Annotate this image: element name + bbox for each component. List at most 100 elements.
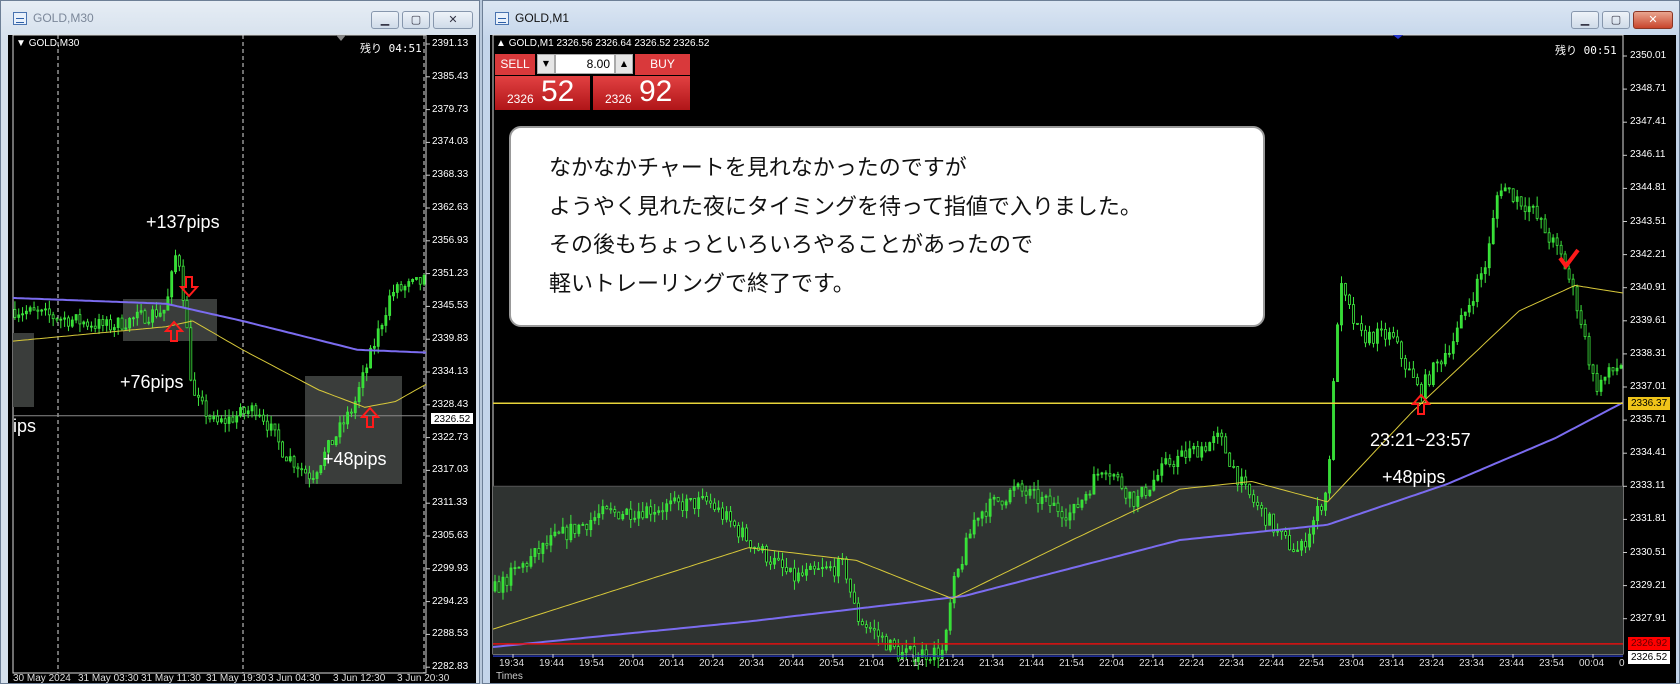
candle-body [1439, 361, 1443, 365]
chart-window-gold-m30[interactable]: GOLD,M30 ▁ ▢ ✕ [0, 0, 480, 684]
x-tick-label: 20:14 [659, 658, 685, 669]
candle-body [1004, 501, 1008, 506]
x-tick-label: 20:54 [819, 658, 845, 669]
candle-body [51, 314, 55, 320]
bar-remaining-time: 残り 00:51 [1555, 44, 1617, 57]
candle-body [649, 506, 653, 515]
minimize-button[interactable]: ▁ [371, 11, 399, 29]
candle-body [132, 317, 135, 320]
candle-body [868, 626, 872, 629]
candle-body [844, 558, 848, 580]
candle-body [193, 379, 197, 396]
candle-body [216, 415, 219, 423]
candle-body [24, 310, 28, 315]
candle-body [155, 309, 158, 317]
candle-body [1176, 455, 1180, 468]
moving-average-slow [12, 296, 427, 354]
candle-body [1463, 311, 1467, 316]
candle-body [78, 314, 82, 325]
candle-body [1160, 463, 1164, 476]
y-tick-label: 2362.63 [432, 202, 469, 213]
time-axis-caption: Times [496, 671, 523, 682]
lot-increase-button[interactable]: ▲ [615, 54, 633, 74]
x-tick-label: 21:34 [979, 658, 1005, 669]
x-tick-label: 21:14 [899, 658, 925, 669]
candle-body [21, 313, 24, 316]
close-button[interactable]: ✕ [1633, 11, 1673, 29]
moving-average-fast [492, 284, 1624, 630]
candle-body [944, 629, 948, 651]
candle-body [948, 602, 952, 631]
x-tick-label: 30 May 2024 [13, 673, 71, 684]
lot-size-input[interactable] [555, 54, 615, 74]
candle-body [493, 581, 497, 592]
candle-body [327, 440, 330, 453]
y-tick-label: 2322.73 [432, 431, 469, 443]
x-tick-label: 20:44 [779, 658, 805, 669]
candle-body [992, 496, 996, 500]
candle-body [304, 468, 307, 474]
candle-body [1144, 486, 1148, 496]
candle-body [1471, 301, 1475, 306]
y-tick-label: 2334.13 [432, 366, 469, 377]
note-line: 軽いトレーリングで終了です。 [549, 271, 855, 297]
pips-annotation: ips [13, 416, 37, 436]
candle-body [1491, 217, 1495, 245]
candle-body [13, 309, 17, 318]
close-button[interactable]: ✕ [433, 11, 473, 29]
candle-body [170, 271, 174, 298]
candle-body [135, 311, 139, 319]
candle-body [1252, 494, 1256, 503]
candle-body [361, 372, 365, 388]
candle-body [721, 507, 724, 520]
sell-price-button[interactable]: 2326 52 [495, 75, 590, 110]
candle-body [677, 497, 681, 503]
candle-body [273, 423, 277, 431]
candle-body [1232, 466, 1236, 468]
candle-body [151, 309, 154, 323]
candle-body [805, 569, 808, 576]
title-bar[interactable]: GOLD,M1 ▁ ▢ ✕ [483, 1, 1679, 35]
candle-body [876, 629, 880, 637]
candle-body [1519, 196, 1523, 207]
title-bar[interactable]: GOLD,M30 ▁ ▢ ✕ [1, 1, 479, 35]
candle-body [1044, 495, 1048, 498]
y-tick-label: 2337.01 [1630, 381, 1667, 392]
candle-body [940, 649, 944, 659]
candle-body [1292, 549, 1295, 552]
chart-window-icon [13, 12, 27, 25]
y-tick-label: 2294.23 [432, 595, 469, 607]
maximize-button[interactable]: ▢ [1602, 11, 1630, 29]
y-tick-label: 2311.33 [432, 497, 468, 509]
y-tick-label: 2305.63 [432, 530, 469, 541]
candle-body [777, 557, 780, 561]
candle-body [984, 511, 988, 517]
candle-body [1296, 549, 1299, 552]
x-tick-label: 31 May 19:30 [206, 673, 267, 684]
candle-body [1188, 448, 1192, 458]
candle-body [621, 514, 625, 520]
candle-body [801, 572, 804, 576]
candle-body [705, 495, 709, 502]
lot-decrease-button[interactable]: ▼ [537, 54, 555, 74]
candle-body [497, 581, 501, 593]
candle-body [1040, 496, 1044, 504]
candle-body [1104, 472, 1108, 475]
y-tick-label: 2340.91 [1630, 281, 1667, 293]
candle-body [1208, 442, 1212, 452]
buy-price-button[interactable]: 2326 92 [593, 75, 690, 110]
maximize-button[interactable]: ▢ [402, 11, 430, 29]
x-tick-label: 20:04 [619, 658, 645, 669]
candle-body [44, 308, 47, 311]
sell-button[interactable]: SELL [495, 54, 535, 75]
minimize-button[interactable]: ▁ [1571, 11, 1599, 29]
candle-body [1539, 217, 1543, 220]
candle-body [200, 396, 204, 402]
candle-body [67, 317, 70, 327]
candle-body [908, 645, 912, 650]
chart-area[interactable] [8, 35, 476, 683]
candle-body [1304, 540, 1307, 548]
window-title: GOLD,M30 [33, 11, 94, 25]
buy-button[interactable]: BUY [635, 54, 690, 75]
checkmark-icon [1558, 248, 1580, 270]
